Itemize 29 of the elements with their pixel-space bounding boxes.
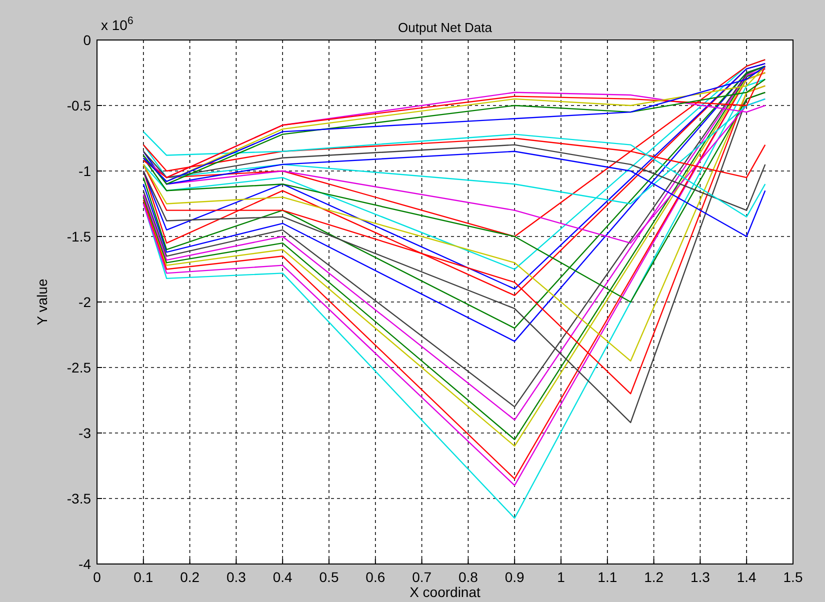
x-axis-title: X coordinat	[410, 584, 481, 600]
x-tick-label: 0.2	[180, 569, 200, 585]
x-tick-label: 0.1	[134, 569, 154, 585]
x-tick-label: 1.1	[598, 569, 618, 585]
x-tick-label: 1.4	[736, 569, 757, 585]
y-tick-label: -0.5	[66, 98, 92, 114]
x-tick-label: 0.6	[366, 569, 386, 585]
x-tick-label: 1	[557, 569, 566, 585]
x-tick-label: 1.3	[690, 569, 710, 585]
x-tick-label: 1.2	[644, 569, 664, 585]
x-tick-label: 0.3	[226, 569, 246, 585]
x-tick-label: 0.4	[272, 569, 293, 585]
text: x 10$^{6}$	[101, 15, 134, 33]
x-tick-label: 0.9	[504, 569, 525, 585]
y-tick-label: -1	[78, 163, 92, 179]
x-tick-label: 0	[93, 569, 102, 585]
y-axis-title: Y value	[34, 278, 50, 326]
y-tick-label: -2.5	[66, 360, 92, 376]
x-tick-label: 1.5	[783, 569, 803, 585]
chart-title: Output Net Data	[398, 20, 493, 35]
y-tick-label: 0	[83, 32, 92, 48]
x-tick-label: 0.8	[458, 569, 478, 585]
y-tick-label: -4	[78, 556, 92, 572]
y-tick-label: -2	[78, 294, 92, 310]
y-tick-label: -3.5	[66, 490, 92, 506]
x-tick-label: 0.5	[319, 569, 339, 585]
x-tick-label: 0.7	[412, 569, 432, 585]
y-tick-label: -3	[78, 425, 92, 441]
y-tick-label: -1.5	[66, 228, 92, 244]
